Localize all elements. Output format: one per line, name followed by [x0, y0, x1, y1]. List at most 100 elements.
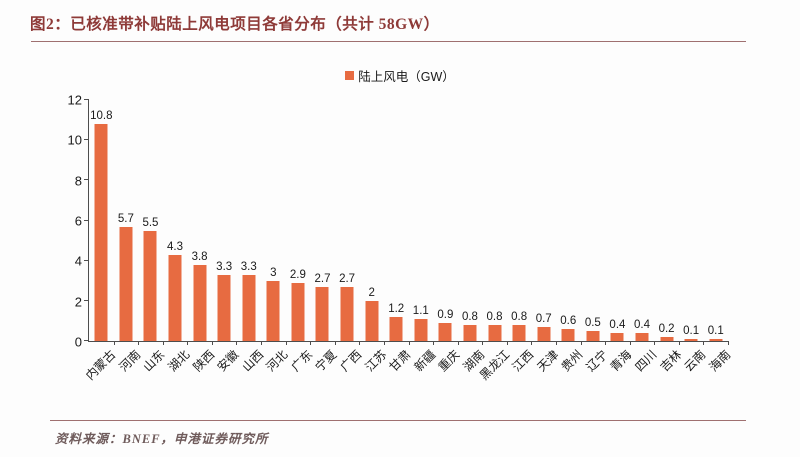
- bar-slot: 0.5 辽宁: [581, 100, 610, 374]
- bar: [635, 332, 649, 341]
- bar-slot: 3.3 山西: [236, 100, 266, 375]
- bar-value-label: 1.2: [388, 302, 405, 315]
- bar: [217, 274, 231, 341]
- bar-value-label: 10.8: [90, 110, 113, 123]
- bar-slot: 5.5 山东: [138, 100, 168, 375]
- bar-slot: 3.8 陕西: [187, 100, 217, 375]
- bar: [340, 286, 354, 341]
- bar-chart: 10.8 内蒙古 5.7 河南 5.5 山东 4.3 湖北 3.8 陕西 3.3 安徽 3.3 山西 3 河北…: [83, 99, 733, 383]
- y-tick-mark: [84, 340, 89, 341]
- bar-slot: 1.2 甘肃: [384, 100, 414, 374]
- bar-slot: 0.1 海南: [703, 100, 733, 374]
- x-axis-label: 陕西: [190, 347, 217, 375]
- x-axis-label: 广西: [337, 347, 365, 375]
- footer-divider: [50, 420, 746, 421]
- y-tick-label: 12: [67, 92, 82, 108]
- y-tick-label: 6: [74, 213, 82, 229]
- x-axis-label: 四川: [632, 347, 660, 375]
- bar-value-label: 3.8: [191, 250, 208, 263]
- bar: [438, 322, 452, 341]
- bar: [610, 332, 624, 341]
- x-axis-label: 江苏: [362, 347, 389, 375]
- y-tick-mark: [84, 299, 89, 301]
- bar-value-label: 2: [368, 286, 375, 299]
- bar-value-label: 0.6: [560, 314, 577, 327]
- x-axis-label: 山西: [239, 347, 267, 375]
- x-axis-label: 山东: [140, 347, 168, 375]
- bar: [709, 339, 723, 341]
- bar-slot: 0.2 吉林: [654, 100, 684, 374]
- bar: [94, 124, 108, 341]
- y-tick-mark: [84, 219, 89, 221]
- y-tick-label: 2: [74, 294, 82, 310]
- y-tick-mark: [84, 179, 89, 181]
- bar-slot: 2.9 广东: [286, 100, 315, 375]
- bar: [365, 300, 379, 341]
- source-note: 资料来源：BNEF，申港证券研究所: [55, 432, 269, 446]
- bar: [193, 264, 207, 341]
- x-axis-label: 青海: [607, 347, 635, 375]
- bar-slot: 0.9 重庆: [433, 100, 463, 374]
- bar: [119, 226, 133, 341]
- x-axis-label: 辽宁: [583, 347, 611, 375]
- bar: [586, 330, 600, 341]
- bar-value-label: 0.8: [486, 310, 503, 323]
- bar-slot: 10.8 内蒙古: [83, 100, 118, 383]
- bar-slot: 5.7 河南: [114, 100, 143, 375]
- bar: [315, 286, 329, 341]
- x-axis-label: 湖北: [165, 347, 193, 375]
- bar: [242, 274, 256, 341]
- bar-value-label: 0.4: [634, 318, 650, 331]
- bar-value-label: 5.5: [142, 216, 159, 229]
- bar: [291, 282, 305, 341]
- bar-slot: 0.8 江西: [507, 100, 537, 374]
- bar: [389, 316, 403, 341]
- x-axis-label: 新疆: [411, 347, 439, 375]
- y-tick-mark: [84, 259, 89, 261]
- bar: [414, 318, 428, 341]
- bar-slot: 0.7 天津: [531, 100, 561, 374]
- bar-slot: 3.3 安徽: [212, 100, 242, 375]
- bar-slot: 2.7 宁夏: [310, 100, 340, 375]
- bar-value-label: 0.9: [437, 308, 454, 321]
- plot-area: 10.8 内蒙古 5.7 河南 5.5 山东 4.3 湖北 3.8 陕西 3.3 安徽 3.3 山西 3 河北…: [83, 99, 733, 383]
- x-axis-label: 甘肃: [386, 347, 414, 375]
- bar-slot: 3 河北: [261, 100, 291, 375]
- legend-label: 陆上风电（GW）: [358, 70, 455, 84]
- y-tick-label: 8: [74, 173, 82, 189]
- bar: [488, 324, 502, 341]
- bar: [168, 254, 182, 341]
- bar-slot: 4.3 湖北: [163, 100, 192, 375]
- bar-value-label: 3.3: [240, 260, 257, 273]
- bar-value-label: 2.7: [339, 272, 356, 285]
- bar: [463, 324, 477, 341]
- bar: [561, 328, 575, 341]
- x-axis-label: 河北: [263, 347, 291, 375]
- bar-value-label: 0.8: [461, 310, 478, 323]
- bar-slot: 0.4 青海: [605, 100, 635, 374]
- bar: [684, 339, 698, 341]
- bar-value-label: 0.8: [511, 310, 528, 323]
- y-tick-mark: [84, 139, 89, 141]
- chart-legend: 陆上风电（GW）: [0, 66, 800, 85]
- bar-value-label: 2.9: [289, 268, 306, 281]
- bar-value-label: 0.4: [609, 318, 626, 331]
- bar-slot: 2.7 广西: [335, 100, 365, 375]
- x-axis-label: 云南: [681, 347, 709, 375]
- bar-value-label: 3: [270, 266, 277, 279]
- bar: [537, 326, 551, 341]
- y-tick-label: 10: [67, 132, 82, 148]
- title-divider: [31, 41, 746, 42]
- figure-title: 图2：已核准带补贴陆上风电项目各省分布（共计 58GW）: [30, 16, 440, 33]
- bar-value-label: 0.1: [707, 325, 724, 337]
- bar-value-label: 0.5: [584, 316, 601, 329]
- bar: [266, 280, 280, 341]
- bar-slot: 0.1 云南: [679, 100, 709, 374]
- bar-value-label: 0.7: [535, 312, 552, 325]
- y-tick-label: 0: [74, 334, 82, 350]
- bar: [660, 336, 674, 341]
- bar-value-label: 2.7: [314, 272, 331, 285]
- legend-swatch-icon: [345, 71, 355, 80]
- x-axis-label: 重庆: [435, 347, 463, 375]
- bar-value-label: 0.2: [658, 322, 675, 335]
